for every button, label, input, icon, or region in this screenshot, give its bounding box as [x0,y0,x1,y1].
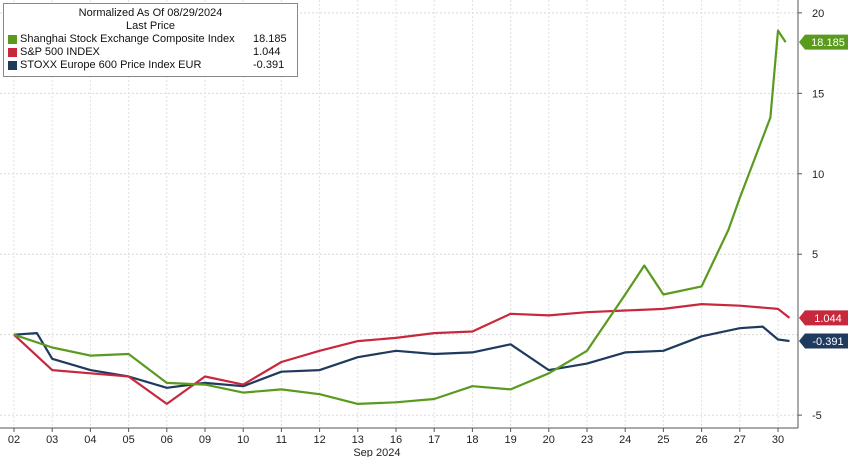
x-tick-label: 11 [276,434,287,446]
x-tick-label: 16 [390,434,402,446]
y-tick-label: 15 [812,88,824,100]
x-tick-label: 18 [466,434,478,446]
legend-swatch-stoxx [8,61,17,70]
legend-value-sp500: 1.044 [253,46,281,58]
callout-value-sp500: 1.044 [814,313,842,325]
legend-entry-sp500: S&P 500 INDEX 1.044 [8,46,293,59]
chart-subtitle: Last Price [126,20,175,32]
y-tick-labels: 20 15 10 5 -5 [798,8,824,422]
y-tick-label: 5 [812,249,818,261]
chart-title: Normalized As Of 08/29/2024 [78,7,223,19]
legend-swatch-sp500 [8,48,17,57]
x-tick-label: 06 [161,434,173,446]
x-tick-label: 19 [504,434,516,446]
callout-sp500: 1.044 [799,310,848,326]
legend-entry-stoxx: STOXX Europe 600 Price Index EUR -0.391 [8,59,293,72]
legend-label-sp500: S&P 500 INDEX [20,46,100,58]
legend: Normalized As Of 08/29/2024 Last Price S… [3,3,298,77]
x-tick-label: 30 [772,434,784,446]
callout-stoxx: -0.391 [799,333,848,349]
last-value-callouts: 18.185 1.044 -0.391 [799,34,848,349]
x-tick-label: 26 [695,434,707,446]
series-line-sp500 [13,303,791,405]
x-tick-label: 02 [8,434,20,446]
legend-label-shanghai: Shanghai Stock Exchange Composite Index [20,33,235,45]
x-tick-label: 04 [84,434,96,446]
x-tick-label: 20 [543,434,555,446]
series-layer [13,29,791,405]
x-tick-label: 05 [122,434,134,446]
x-tick-label: 27 [734,434,746,446]
legend-value-shanghai: 18.185 [253,33,287,45]
x-axis-label: Sep 2024 [353,447,400,457]
x-tick-label: 17 [428,434,440,446]
legend-label-stoxx: STOXX Europe 600 Price Index EUR [20,59,202,71]
legend-value-stoxx: -0.391 [253,59,285,71]
legend-entry-shanghai: Shanghai Stock Exchange Composite Index … [8,33,293,46]
x-tick-label: 13 [352,434,364,446]
x-tick-label: 23 [581,434,593,446]
y-tick-label: 10 [812,169,824,181]
x-tick-label: 10 [237,434,249,446]
x-tick-label: 09 [199,434,211,446]
callout-box-sp500 [799,310,848,326]
legend-swatch-shanghai [8,35,17,44]
y-tick-label: 20 [812,8,824,20]
callout-box-stoxx [799,333,848,349]
callout-value-shanghai: 18.185 [811,37,845,49]
x-tick-label: 24 [619,434,631,446]
callout-value-stoxx: -0.391 [812,336,843,348]
series-line-shanghai [13,29,787,405]
x-tick-label: 03 [46,434,58,446]
y-tick-label: -5 [812,410,822,422]
x-tick-labels: 02 03 04 05 06 09 10 11 12 13 16 17 18 19 20 23 24 25 26 27… [8,428,784,446]
x-tick-label: 25 [657,434,669,446]
x-tick-label: 12 [313,434,325,446]
callout-shanghai: 18.185 [799,34,848,50]
callout-box-shanghai [799,34,848,50]
